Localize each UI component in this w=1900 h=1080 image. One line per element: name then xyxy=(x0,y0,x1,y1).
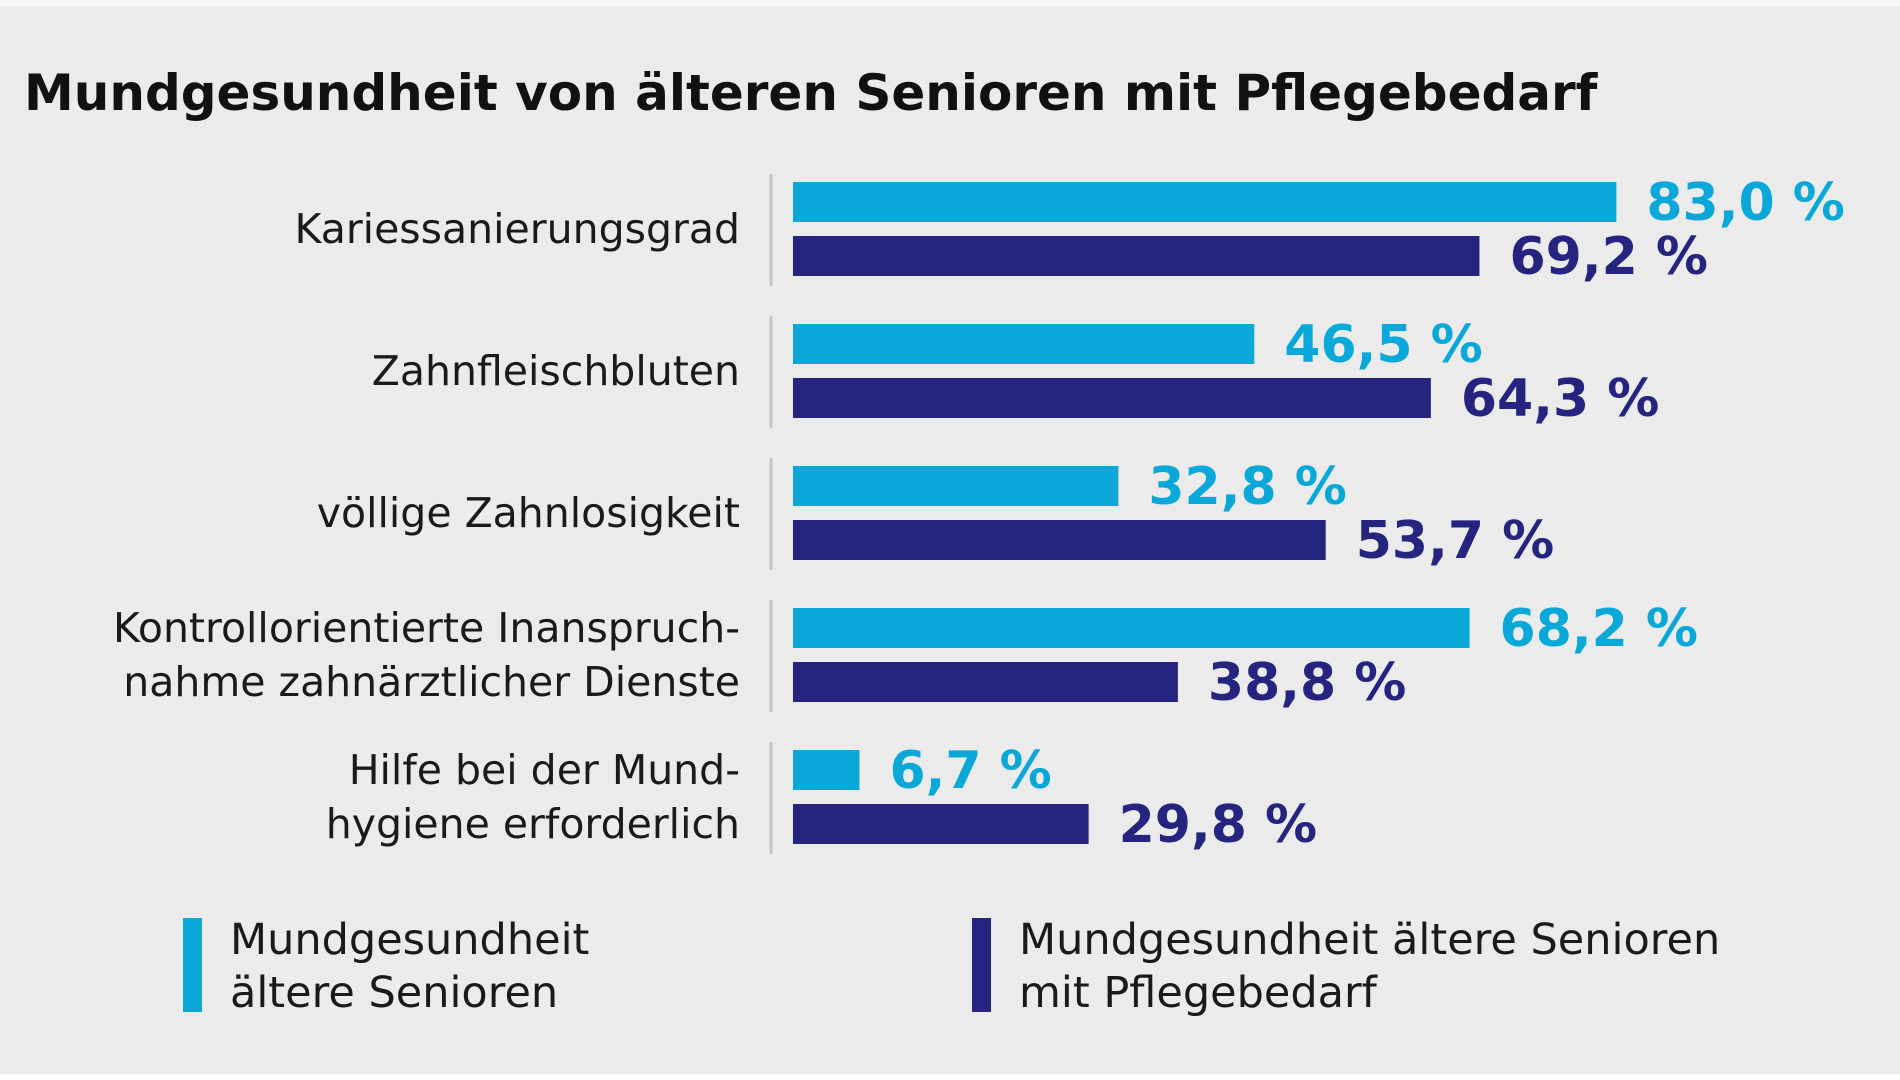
legend-label-line: Mundgesundheit ältere Senioren xyxy=(1019,915,1721,965)
category-label-line: völlige Zahnlosigkeit xyxy=(317,489,740,537)
legend-label-pflegebedarf: Mundgesundheit ältere Senioren mit Pfleg… xyxy=(1019,914,1720,1020)
bar-senioren xyxy=(793,324,1255,364)
chart-title: Mundgesundheit von älteren Senioren mit … xyxy=(24,64,1598,122)
value-label-senioren: 68,2 % xyxy=(1500,599,1699,659)
legend-swatch-pflegebedarf xyxy=(972,918,991,1012)
category-label-line: Kontrollorientierte Inanspruch- xyxy=(113,604,740,652)
bar-chart: Kariessanierungsgrad 83,0 %69,2 % Zahnflei… xyxy=(113,173,1845,855)
bar-pflegebedarf xyxy=(793,378,1431,418)
legend-label-senioren: Mundgesundheit ältere Senioren xyxy=(230,914,589,1020)
value-label-pflegebedarf: 64,3 % xyxy=(1461,369,1660,429)
value-label-pflegebedarf: 38,8 % xyxy=(1208,653,1407,713)
category-label-line: Hilfe bei der Mund- xyxy=(349,746,740,794)
bar-pflegebedarf xyxy=(793,520,1326,560)
value-label-pflegebedarf: 29,8 % xyxy=(1119,795,1318,855)
category-label-line: hygiene erforderlich xyxy=(326,800,740,848)
legend-swatch-senioren xyxy=(183,918,202,1012)
category-label-line: Kariessanierungsgrad xyxy=(295,205,740,253)
bar-pflegebedarf xyxy=(793,662,1178,702)
category-label: Kariessanierungsgrad xyxy=(295,205,740,253)
category-label: Kontrollorientierte Inanspruch-nahme zah… xyxy=(113,604,740,706)
category-label: Hilfe bei der Mund-hygiene erforderlich xyxy=(326,746,740,848)
category-label: Zahnfleischbluten xyxy=(372,347,740,395)
value-label-pflegebedarf: 53,7 % xyxy=(1356,511,1555,571)
category-label-line: Zahnfleischbluten xyxy=(372,347,740,395)
bar-senioren xyxy=(793,608,1470,648)
value-label-senioren: 32,8 % xyxy=(1148,457,1347,517)
legend-label-line: Mundgesundheit xyxy=(230,915,590,965)
category-label: völlige Zahnlosigkeit xyxy=(317,489,740,537)
category-label-line: nahme zahnärztlicher Dienste xyxy=(123,658,740,706)
value-label-pflegebedarf: 69,2 % xyxy=(1509,227,1708,287)
bar-senioren xyxy=(793,750,860,790)
value-label-senioren: 6,7 % xyxy=(889,741,1051,801)
legend-label-line: mit Pflegebedarf xyxy=(1019,968,1377,1018)
bar-senioren xyxy=(793,466,1119,506)
value-label-senioren: 83,0 % xyxy=(1646,173,1845,233)
bar-pflegebedarf xyxy=(793,236,1480,276)
value-label-senioren: 46,5 % xyxy=(1284,315,1483,375)
bar-senioren xyxy=(793,182,1617,222)
bar-pflegebedarf xyxy=(793,804,1089,844)
legend-label-line: ältere Senioren xyxy=(230,968,559,1018)
